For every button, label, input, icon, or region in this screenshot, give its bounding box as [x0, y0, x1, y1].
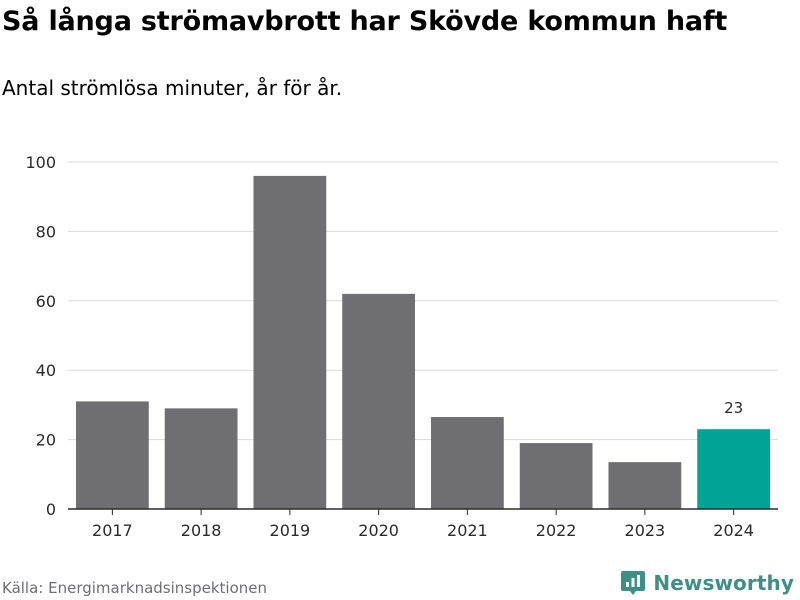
source-note: Källa: Energimarknadsinspektionen: [2, 579, 268, 597]
x-tick-label: 2020: [358, 521, 399, 540]
y-tick-label: 20: [36, 431, 56, 450]
labels: 0 20 40 60 80 100 2017 2018 2019 2020 2021 2022 2023…: [25, 153, 754, 540]
x-tick-label: 2023: [625, 521, 666, 540]
bar-2019: [253, 175, 327, 509]
bars: [75, 175, 771, 509]
x-tick-label: 2021: [447, 521, 488, 540]
y-tick-label: 60: [36, 292, 56, 311]
y-tick-label: 80: [36, 222, 56, 241]
x-tick-label: 2019: [270, 521, 311, 540]
bar-2022: [519, 443, 593, 509]
chart-title: Så långa strömavbrott har Skövde kommun …: [2, 6, 728, 37]
bar-2018: [164, 408, 238, 509]
bar-2020: [342, 293, 416, 509]
axes: [68, 508, 778, 515]
y-tick-label: 100: [25, 153, 56, 172]
bar-2023: [608, 462, 682, 509]
y-tick-label: 40: [36, 361, 56, 380]
data-label: 23: [724, 399, 743, 417]
bar-2017: [75, 401, 149, 509]
brand-name: Newsworthy: [653, 571, 794, 595]
x-tick-label: 2024: [713, 521, 754, 540]
x-tick-label: 2017: [92, 521, 133, 540]
newsworthy-logo-icon: [621, 571, 646, 595]
y-tick-label: 0: [46, 500, 56, 519]
bar-2024: [697, 429, 771, 509]
brand-logo: Newsworthy: [620, 569, 794, 597]
gridlines: [68, 161, 778, 441]
x-tick-label: 2018: [181, 521, 222, 540]
x-tick-label: 2022: [536, 521, 577, 540]
chart-subtitle: Antal strömlösa minuter, år för år.: [2, 76, 343, 100]
bar-2021: [430, 417, 504, 509]
